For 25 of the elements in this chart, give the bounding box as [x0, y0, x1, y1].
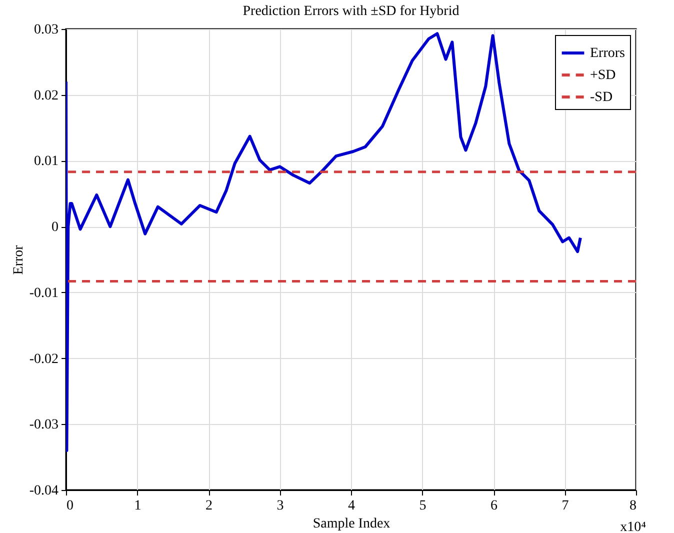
x-tick-label: 7 — [562, 498, 569, 514]
y-tick-label: 0.01 — [34, 154, 58, 170]
legend-label: +SD — [590, 68, 616, 83]
x-tick-label: 6 — [490, 498, 498, 514]
x-tick-label: 5 — [419, 498, 426, 514]
chart-title: Prediction Errors with ±SD for Hybrid — [242, 4, 460, 19]
y-tick-label: -0.02 — [29, 352, 58, 367]
line-series — [66, 32, 582, 452]
y-tick-label: 0.03 — [34, 22, 58, 38]
y-tick-label: -0.03 — [29, 418, 58, 433]
x-tick-label: 2 — [206, 498, 212, 514]
y-axis-title: Error — [11, 244, 26, 275]
y-tick-label: -0.04 — [29, 484, 58, 498]
x-tick-label: 4 — [348, 498, 355, 514]
y-tick-label: 0 — [52, 220, 58, 236]
y-tick-label: -0.01 — [29, 286, 58, 301]
legend-label: -SD — [590, 90, 613, 105]
text: x10⁴ — [620, 520, 646, 533]
x-tick-label: 8 — [630, 498, 636, 514]
x-tick-label: 0 — [66, 498, 74, 514]
x-tick-label: 3 — [276, 498, 284, 514]
legend-label: Errors — [590, 46, 625, 61]
x-tick-label: 1 — [134, 498, 142, 514]
x-axis-title: Sample Index — [312, 516, 390, 532]
y-tick-label: 0.02 — [34, 88, 58, 104]
